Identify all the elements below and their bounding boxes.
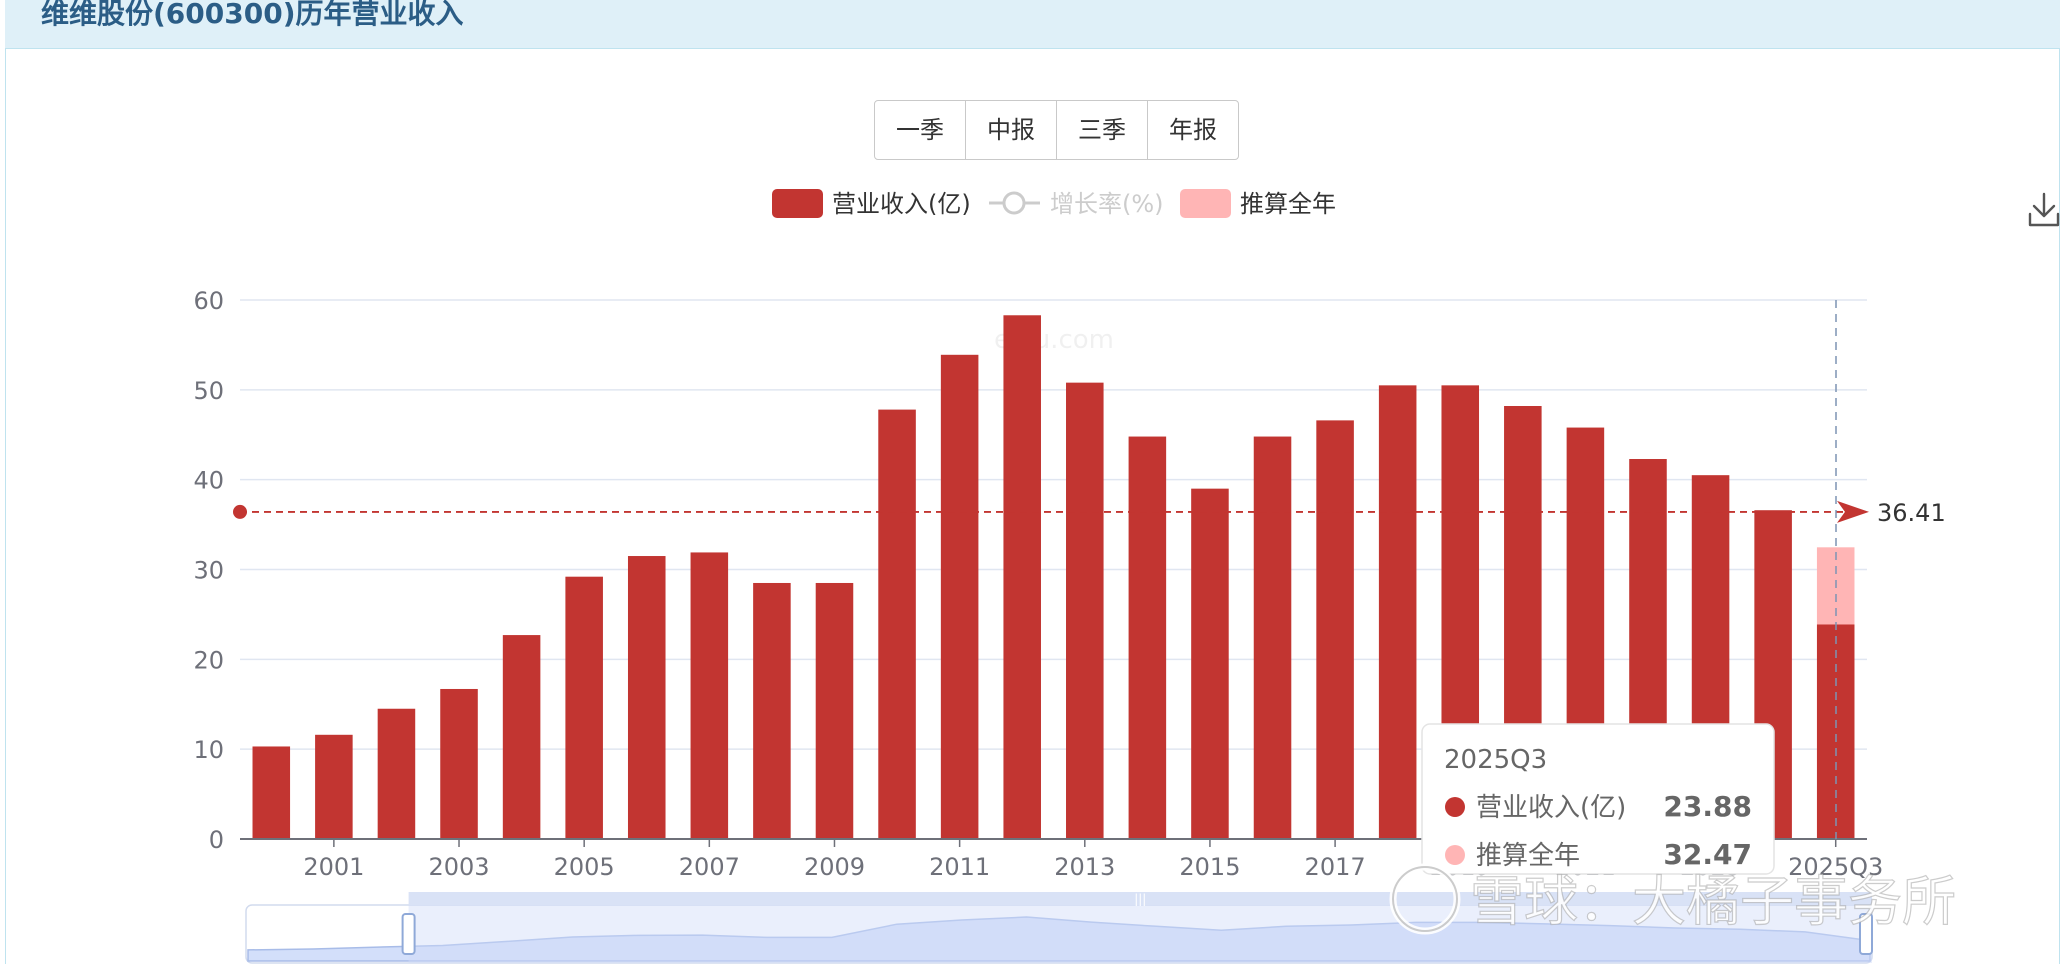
markline-start-dot: [233, 504, 247, 519]
tooltip-value-revenue: 23.88: [1663, 790, 1752, 823]
period-button-half-year[interactable]: 中报: [966, 101, 1057, 159]
x-tick-label: 2005: [554, 853, 615, 881]
x-tick-label: 2009: [804, 853, 865, 881]
x-tick-label: 2013: [1054, 853, 1115, 881]
y-tick-label: 20: [193, 646, 224, 674]
bar-revenue: [1316, 420, 1354, 839]
grid-lines: [240, 299, 1867, 750]
chart-panel: [5, 0, 2060, 964]
bar-revenue: [1066, 382, 1104, 839]
y-tick-label: 10: [193, 736, 224, 764]
data-zoom-preview: [247, 916, 1871, 962]
markline-label: 36.41: [1877, 499, 1946, 527]
bar-revenue: [1003, 315, 1041, 839]
bar-revenue: [1816, 624, 1855, 839]
title-bar: 维维股份(600300)历年营业收入: [5, 0, 2060, 49]
x-tick-label: 2025Q3: [1788, 853, 1883, 881]
legend-swatch-revenue: [772, 189, 823, 218]
tooltip-dot-revenue: [1445, 797, 1465, 817]
bar-revenue: [753, 582, 791, 839]
y-tick-label: 0: [209, 826, 224, 854]
markline-arrow-icon: [1837, 500, 1869, 523]
brand-logo-icon-outline: [1392, 866, 1458, 932]
x-tick-label: 2015: [1179, 853, 1240, 881]
bar-revenue: [1191, 488, 1229, 839]
page-title: 维维股份(600300)历年营业收入: [41, 0, 464, 30]
tooltip-dot-estimate: [1445, 845, 1465, 865]
bar-revenue: [315, 734, 353, 839]
download-icon[interactable]: [2028, 192, 2060, 228]
y-tick-label: 30: [193, 557, 224, 585]
y-axis-labels: 0 10 20 30 40 50 60: [193, 287, 224, 854]
tooltip-label-estimate: 推算全年: [1476, 841, 1580, 871]
legend-label-revenue: 营业收入(亿): [832, 190, 971, 218]
bar-revenue: [1253, 436, 1292, 839]
legend: 营业收入(亿) 增长率(%) 推算全年: [772, 189, 1336, 218]
y-tick-label: 50: [193, 377, 224, 405]
data-zoom-slider[interactable]: |||: [245, 892, 1873, 964]
bar-revenue: [627, 556, 666, 839]
brand-watermark: 雪球：大橘子事务所: [1389, 863, 1957, 935]
data-zoom-handle-left[interactable]: [401, 913, 416, 955]
tooltip-value-estimate: 32.47: [1663, 838, 1752, 871]
x-tick-label: 2011: [929, 853, 990, 881]
brand-watermark-text: 雪球：大橘子事务所: [1470, 870, 1956, 933]
data-zoom-handle-right[interactable]: [1859, 913, 1873, 955]
bar-revenue: [502, 635, 541, 839]
data-zoom-grip-icon: |||: [1134, 892, 1146, 906]
y-tick-label: 60: [193, 287, 224, 315]
legend-label-growth: 增长率(%): [1050, 190, 1164, 218]
x-tick-label: 2003: [428, 853, 489, 881]
legend-swatch-growth-circle: [1002, 191, 1026, 215]
bar-revenue: [690, 552, 729, 839]
data-zoom-selection[interactable]: [408, 905, 1873, 963]
legend-item-estimate[interactable]: 推算全年: [1180, 189, 1336, 218]
legend-swatch-estimate: [1180, 189, 1231, 218]
bar-revenue: [252, 746, 291, 839]
legend-label-estimate: 推算全年: [1240, 190, 1336, 218]
x-tick-label: 2017: [1305, 853, 1366, 881]
tooltip-label-revenue: 营业收入(亿): [1476, 793, 1626, 823]
period-switch: 一季 中报 三季 年报: [874, 100, 1239, 160]
legend-item-growth[interactable]: 增长率(%): [989, 190, 1164, 218]
bar-revenue: [815, 582, 854, 839]
legend-item-revenue[interactable]: 营业收入(亿): [772, 189, 971, 218]
period-button-q3[interactable]: 三季: [1057, 101, 1148, 159]
bar-revenue: [1128, 436, 1167, 839]
data-zoom-move-bar[interactable]: [408, 892, 1873, 905]
bar-revenue: [377, 708, 416, 839]
x-tick-label: 2001: [303, 853, 364, 881]
period-button-q1[interactable]: 一季: [875, 101, 966, 159]
period-button-annual[interactable]: 年报: [1169, 116, 1217, 144]
x-tick-label: 2007: [679, 853, 740, 881]
bar-revenue: [940, 354, 979, 839]
tooltip-title: 2025Q3: [1444, 745, 1547, 775]
bar-revenue: [565, 576, 603, 839]
y-tick-label: 40: [193, 467, 224, 495]
average-markline: 36.41: [233, 499, 1946, 527]
bar-revenue: [440, 688, 478, 839]
bar-revenue: [1378, 385, 1417, 839]
tooltip-box: [1421, 723, 1775, 875]
bar-revenue: [878, 409, 916, 839]
tooltip: 2025Q3 营业收入(亿) 23.88 推算全年 32.47: [1421, 723, 1775, 875]
